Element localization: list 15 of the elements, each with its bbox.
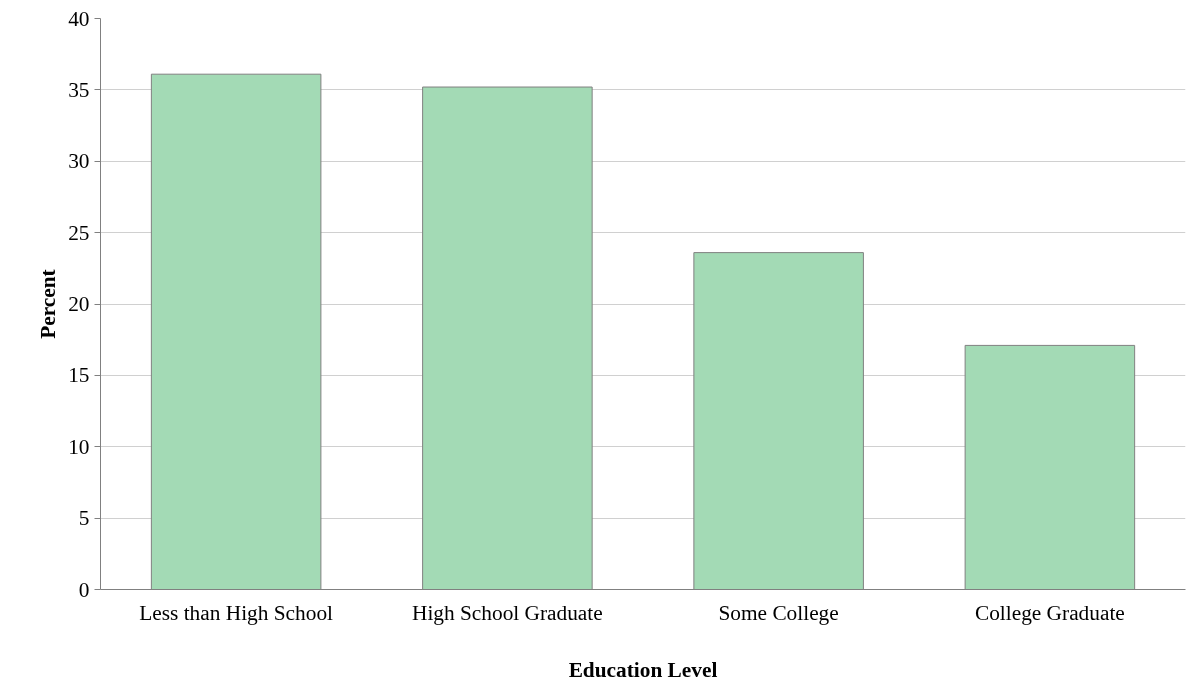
y-tick-label: 20	[68, 292, 90, 316]
x-tick-label: College Graduate	[974, 600, 1125, 625]
y-tick-label: 25	[68, 220, 90, 245]
y-tick-label: 40	[68, 6, 90, 31]
x-axis-title: Education Level	[568, 657, 718, 682]
y-tick-label: 10	[68, 434, 90, 459]
y-tick-label: 30	[68, 149, 90, 174]
y-tick-label: 15	[68, 363, 90, 388]
y-tick-label: 35	[68, 77, 90, 102]
x-tick-label: Some College	[718, 600, 839, 625]
y-tick-label: 0	[78, 577, 90, 602]
y-axis-title: Percent	[36, 268, 61, 339]
y-tick-label: 5	[78, 506, 90, 531]
x-tick-label: High School Graduate	[412, 600, 603, 625]
x-tick-label: Less than High School	[139, 600, 334, 625]
